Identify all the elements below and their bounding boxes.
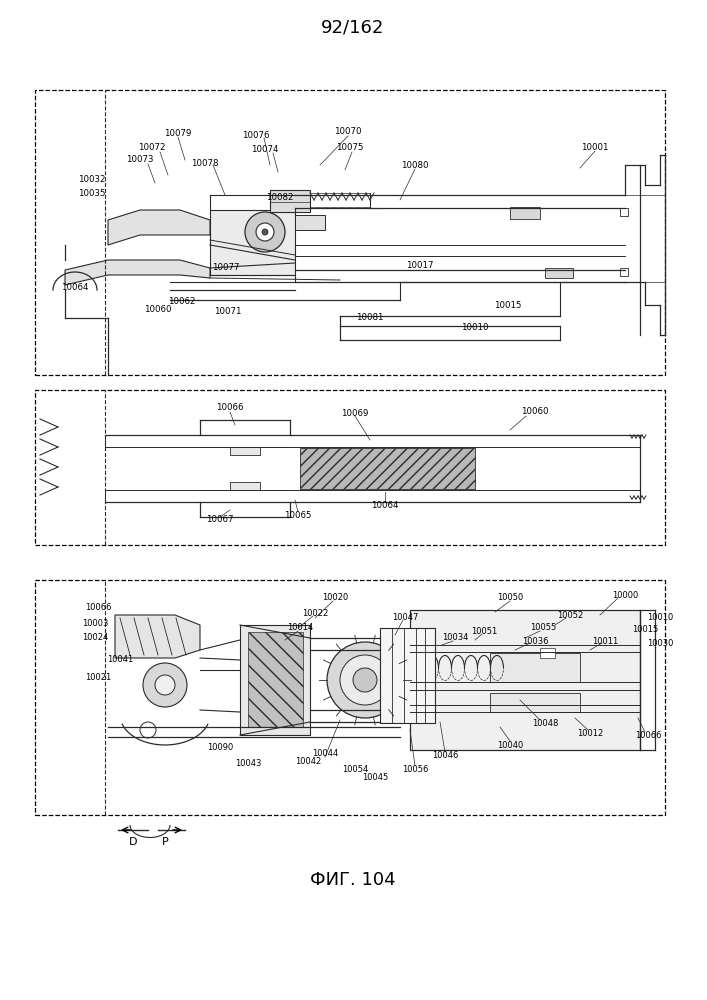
Text: 10010: 10010 <box>647 612 673 621</box>
Text: 10074: 10074 <box>251 145 279 154</box>
Bar <box>230 482 260 490</box>
Text: 10024: 10024 <box>82 634 108 643</box>
Circle shape <box>143 663 187 707</box>
Text: 10055: 10055 <box>530 624 556 633</box>
Polygon shape <box>115 615 200 658</box>
Text: 10077: 10077 <box>212 263 240 272</box>
Text: 10067: 10067 <box>206 516 234 524</box>
Bar <box>490 693 580 712</box>
Bar <box>620 268 628 276</box>
Circle shape <box>256 223 274 241</box>
Text: 10056: 10056 <box>402 766 428 774</box>
Text: 10001: 10001 <box>581 142 609 151</box>
Text: 10012: 10012 <box>577 728 603 738</box>
Text: P: P <box>162 837 168 847</box>
Text: 10010: 10010 <box>461 324 489 332</box>
Bar <box>380 628 435 723</box>
Text: 10071: 10071 <box>214 308 242 316</box>
Text: 10032: 10032 <box>78 176 106 184</box>
Bar <box>300 448 475 489</box>
Text: 10051: 10051 <box>471 626 497 636</box>
Bar <box>510 207 540 219</box>
Polygon shape <box>108 210 210 245</box>
Text: 10017: 10017 <box>407 260 434 269</box>
Text: 10052: 10052 <box>557 610 583 619</box>
Bar <box>295 215 325 230</box>
Text: 10047: 10047 <box>392 612 418 621</box>
Text: 10064: 10064 <box>371 500 399 510</box>
Text: 10054: 10054 <box>342 766 368 774</box>
Text: 10066: 10066 <box>635 730 661 740</box>
Text: 10041: 10041 <box>107 656 133 664</box>
Text: 10066: 10066 <box>85 602 111 611</box>
Text: 10070: 10070 <box>334 127 362 136</box>
Circle shape <box>340 655 390 705</box>
Bar <box>620 208 628 216</box>
Bar <box>545 268 573 278</box>
Bar <box>35 90 665 375</box>
Text: 10081: 10081 <box>356 314 384 322</box>
Bar <box>540 648 555 658</box>
Text: 10045: 10045 <box>362 774 388 782</box>
Text: ФИГ. 104: ФИГ. 104 <box>310 871 396 889</box>
Text: 10062: 10062 <box>168 298 196 306</box>
Bar <box>248 632 303 727</box>
Text: 10060: 10060 <box>144 306 172 314</box>
Text: 10011: 10011 <box>592 637 618 646</box>
Bar <box>35 390 665 545</box>
Text: 10042: 10042 <box>295 758 321 766</box>
Text: 10064: 10064 <box>62 284 89 292</box>
Text: 10078: 10078 <box>192 158 218 167</box>
Circle shape <box>262 229 268 235</box>
Text: 10082: 10082 <box>267 192 293 202</box>
Circle shape <box>353 668 377 692</box>
Text: 10044: 10044 <box>312 748 338 758</box>
Bar <box>270 190 310 212</box>
Text: 10080: 10080 <box>402 160 428 169</box>
Bar <box>240 625 310 735</box>
Circle shape <box>140 722 156 738</box>
Text: 10015: 10015 <box>494 300 522 310</box>
Text: 10090: 10090 <box>207 744 233 752</box>
Text: 10050: 10050 <box>497 592 523 601</box>
Bar <box>35 580 665 815</box>
Text: 10076: 10076 <box>243 130 270 139</box>
Text: 10046: 10046 <box>432 752 458 760</box>
Text: 10079: 10079 <box>164 128 192 137</box>
Bar <box>210 210 295 275</box>
Text: 10000: 10000 <box>612 590 638 599</box>
Text: 10021: 10021 <box>85 674 111 682</box>
Text: 10034: 10034 <box>442 634 468 643</box>
Text: 10036: 10036 <box>522 637 548 646</box>
Text: 10030: 10030 <box>647 639 673 648</box>
Text: 10014: 10014 <box>287 624 313 633</box>
Text: 10040: 10040 <box>497 740 523 750</box>
Text: 10072: 10072 <box>139 143 165 152</box>
Text: 10075: 10075 <box>337 143 363 152</box>
Bar <box>230 447 260 455</box>
Text: D: D <box>129 837 137 847</box>
Text: 10073: 10073 <box>127 155 153 164</box>
Text: 10065: 10065 <box>284 510 312 520</box>
Text: 92/162: 92/162 <box>321 19 385 37</box>
Text: 10015: 10015 <box>632 626 658 635</box>
Circle shape <box>155 675 175 695</box>
Text: 10043: 10043 <box>235 758 261 768</box>
Text: 10069: 10069 <box>341 408 368 418</box>
Bar <box>490 653 580 682</box>
Text: 10066: 10066 <box>216 403 244 412</box>
Text: 10048: 10048 <box>532 718 559 728</box>
Bar <box>410 610 640 750</box>
Polygon shape <box>65 260 210 285</box>
Text: 10020: 10020 <box>322 593 348 602</box>
Text: 10003: 10003 <box>82 618 108 628</box>
Text: 10035: 10035 <box>78 188 106 198</box>
Circle shape <box>245 212 285 252</box>
Text: 10022: 10022 <box>302 608 328 617</box>
Circle shape <box>327 642 403 718</box>
Text: 10060: 10060 <box>521 408 549 416</box>
